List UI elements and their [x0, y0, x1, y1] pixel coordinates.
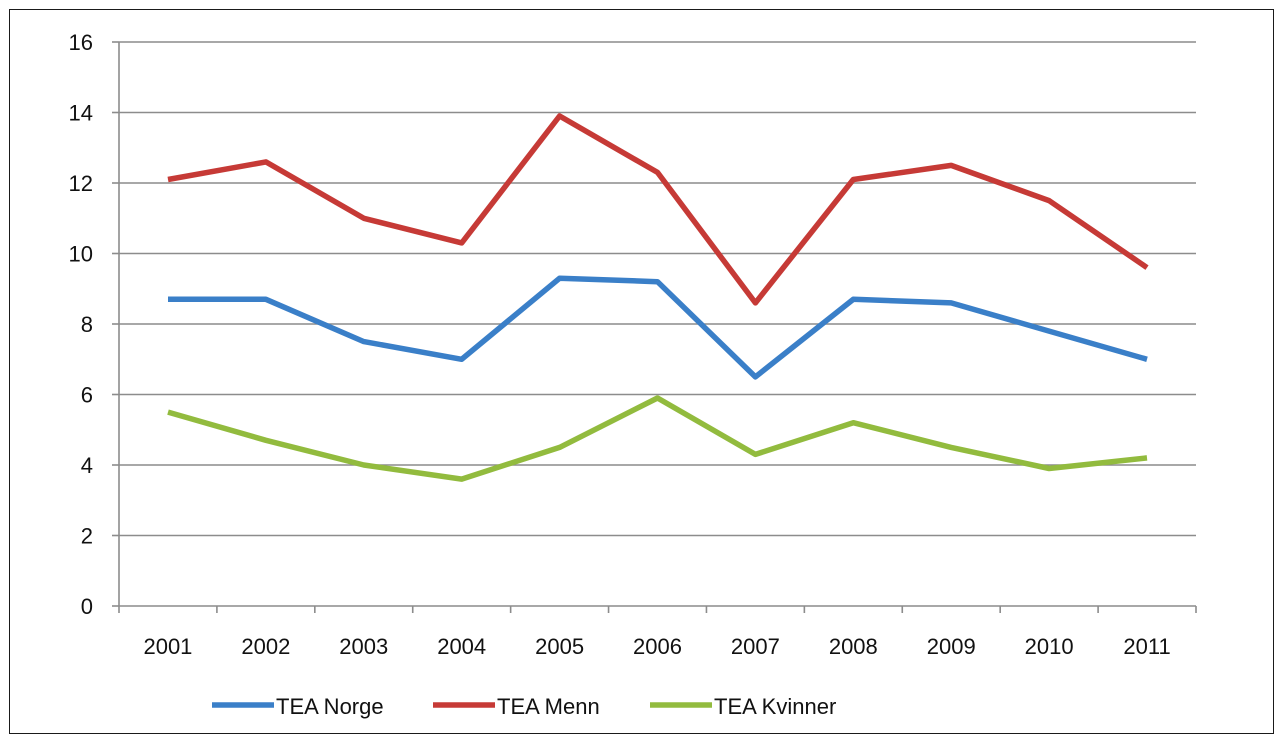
legend-label: TEA Menn — [497, 694, 600, 719]
y-tick-label: 2 — [81, 524, 93, 549]
x-tick-label: 2011 — [1123, 634, 1170, 659]
legend-label: TEA Norge — [276, 694, 384, 719]
x-tick-label: 2006 — [633, 634, 682, 659]
series-line-1 — [168, 116, 1147, 303]
x-tick-label: 2007 — [731, 634, 780, 659]
x-tick-label: 2002 — [241, 634, 290, 659]
y-tick-label: 10 — [69, 242, 93, 267]
x-tick-label: 2009 — [927, 634, 976, 659]
axes: 0 2 4 6 8 10 12 14 16 2001 2002 2003 2004 2005 2006 200… — [69, 30, 1196, 659]
series-line-0 — [168, 278, 1147, 377]
legend: TEA Norge TEA Menn TEA Kvinner — [212, 694, 836, 719]
y-tick-label: 14 — [69, 101, 93, 126]
y-tick-label: 4 — [81, 453, 93, 478]
gridlines — [119, 42, 1196, 536]
x-tick-label: 2003 — [339, 634, 388, 659]
legend-label: TEA Kvinner — [714, 694, 836, 719]
x-tick-label: 2005 — [535, 634, 584, 659]
x-tick-label: 2010 — [1025, 634, 1074, 659]
x-tick-label: 2004 — [437, 634, 486, 659]
series-lines — [168, 116, 1147, 479]
y-tick-label: 16 — [69, 30, 93, 55]
x-tick-label: 2008 — [829, 634, 878, 659]
y-tick-label: 0 — [81, 594, 93, 619]
y-tick-label: 12 — [69, 171, 93, 196]
y-tick-label: 6 — [81, 383, 93, 408]
x-tick-label: 2001 — [143, 634, 192, 659]
series-line-2 — [168, 398, 1147, 479]
y-tick-label: 8 — [81, 312, 93, 337]
